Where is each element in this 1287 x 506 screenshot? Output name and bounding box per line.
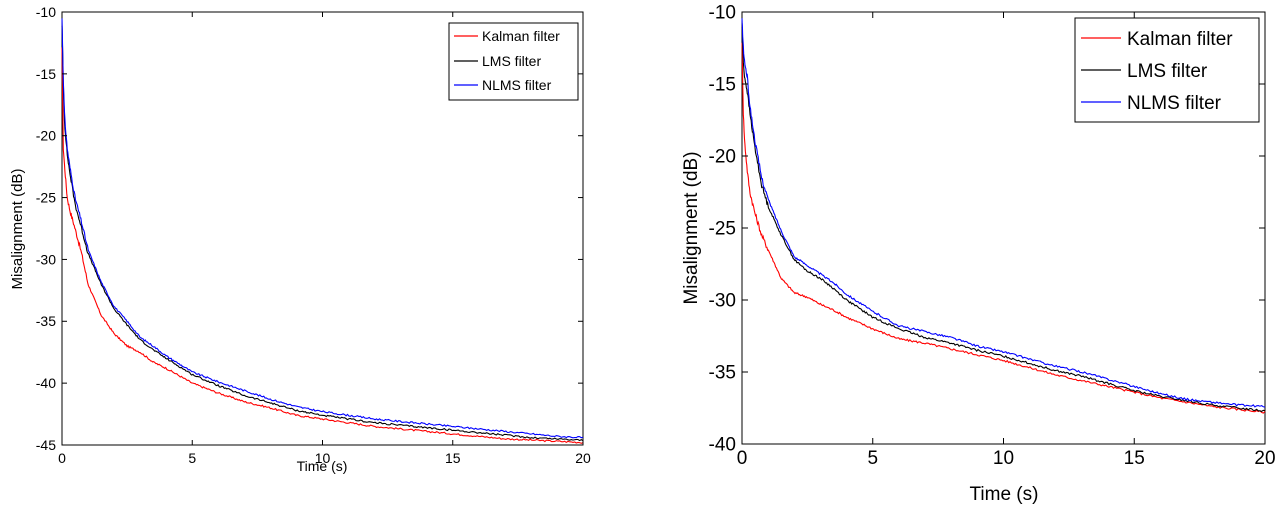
series-line-lms-left [61, 25, 584, 442]
y-tick-label-left-3: -30 [36, 251, 56, 267]
x-tick-label-left-1: 5 [188, 450, 196, 466]
series-line-nlms-right [741, 18, 1266, 408]
x-tick-label-left-2: 10 [315, 450, 331, 466]
legend-right: Kalman filter LMS filter NLMS filter [1074, 17, 1260, 123]
y-tick-label-left-2: -35 [36, 313, 56, 329]
y-tick-label-left-6: -15 [36, 66, 56, 82]
x-tick-label-right-0: 0 [737, 448, 748, 469]
series-line-kalman-right [741, 42, 1266, 414]
x-tick-label-right-1: 5 [867, 448, 878, 469]
y-tick-label-right-4: -20 [709, 147, 736, 168]
y-tick-label-left-0: -45 [36, 437, 56, 453]
legend-label-nlms-right: NLMS filter [1127, 93, 1222, 114]
legend-label-lms-left: LMS filter [482, 53, 541, 69]
x-tick-label-left-4: 20 [575, 450, 591, 466]
chart-left: 0 5 10 15 20 -45 -40 -35 -30 -25 -20 -15 -10 Time (s… [9, 4, 591, 474]
x-tick-label-right-3: 15 [1124, 448, 1145, 469]
y-tick-label-left-5: -20 [36, 128, 56, 144]
y-tick-label-right-2: -30 [709, 291, 736, 312]
x-tick-label-right-4: 20 [1254, 448, 1275, 469]
y-axis-label-right: Misalignment (dB) [681, 151, 702, 304]
chart-right: 0 5 10 15 20 -40 -35 -30 -25 -20 -15 -10 Time (s) M… [681, 3, 1276, 505]
legend-label-kalman-left: Kalman filter [482, 28, 560, 44]
axes-left: 0 5 10 15 20 -45 -40 -35 -30 -25 -20 -15 -10 [36, 4, 591, 466]
x-axis-label-right: Time (s) [970, 484, 1039, 505]
legend-label-nlms-left: NLMS filter [482, 77, 552, 93]
series-line-lms-right [741, 26, 1266, 412]
legend-left: Kalman filter LMS filter NLMS filter [448, 22, 579, 101]
axes-right: 0 5 10 15 20 -40 -35 -30 -25 -20 -15 -10 [709, 3, 1276, 469]
y-tick-label-right-0: -40 [709, 435, 736, 456]
x-tick-label-left-3: 15 [445, 450, 461, 466]
y-tick-label-right-5: -15 [709, 75, 736, 96]
y-tick-label-left-1: -40 [36, 375, 56, 391]
y-tick-label-right-3: -25 [709, 219, 736, 240]
series-group-left [61, 18, 584, 444]
legend-label-lms-right: LMS filter [1127, 61, 1208, 82]
series-line-nlms-left [61, 18, 584, 439]
y-axis-label-left: Misalignment (dB) [9, 169, 26, 290]
y-tick-label-right-1: -35 [709, 363, 736, 384]
x-tick-label-left-0: 0 [58, 450, 66, 466]
y-tick-label-left-4: -25 [36, 189, 56, 205]
series-group-right [741, 18, 1266, 414]
x-tick-label-right-2: 10 [993, 448, 1014, 469]
y-tick-label-right-6: -10 [709, 3, 736, 24]
x-axis-label-left: Time (s) [297, 458, 348, 474]
legend-label-kalman-right: Kalman filter [1127, 29, 1233, 50]
y-tick-label-left-7: -10 [36, 4, 56, 20]
series-line-kalman-left [61, 47, 584, 444]
